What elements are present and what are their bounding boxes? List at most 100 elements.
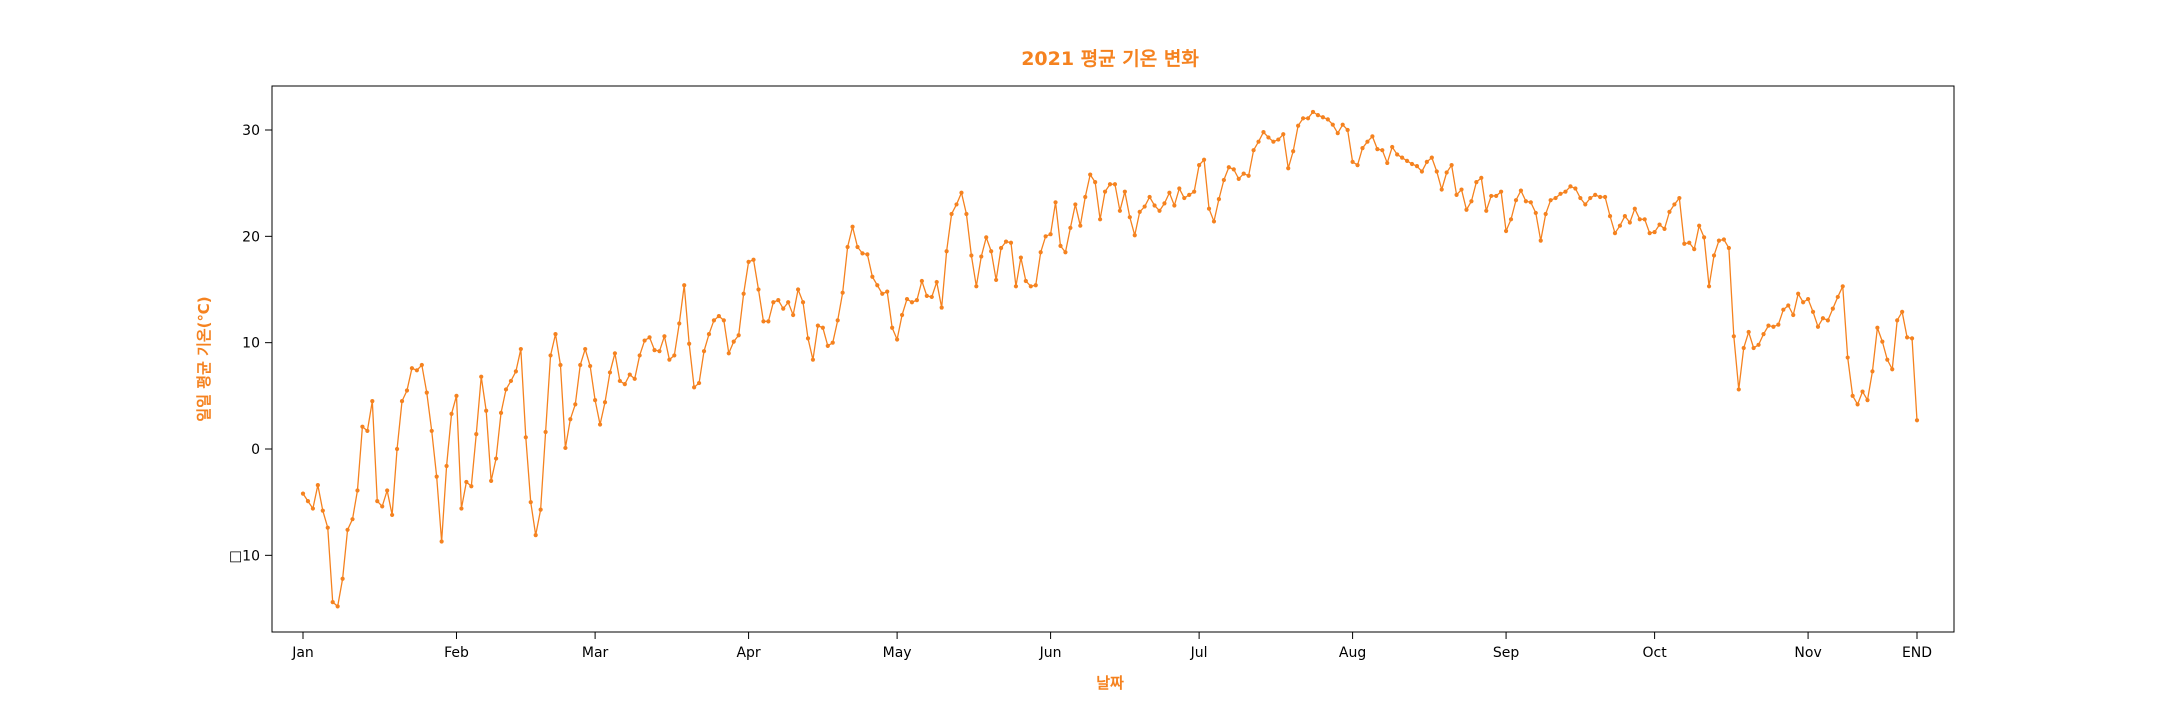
data-point <box>1355 162 1360 168</box>
data-point <box>647 335 652 340</box>
data-point <box>1296 123 1301 128</box>
data-point <box>706 332 712 337</box>
data-point <box>1434 169 1439 174</box>
data-point <box>1038 250 1043 255</box>
x-tick-label: Sep <box>1493 645 1520 661</box>
data-point <box>434 474 439 479</box>
data-point <box>1048 232 1053 237</box>
data-point <box>1152 203 1157 208</box>
data-point <box>1484 208 1489 213</box>
data-point <box>677 321 682 326</box>
data-point <box>1702 235 1707 240</box>
data-point <box>929 294 934 300</box>
data-point <box>1400 155 1405 160</box>
data-point <box>899 312 905 318</box>
data-point <box>1469 199 1474 204</box>
data-point <box>1122 189 1127 194</box>
data-point <box>840 290 845 295</box>
data-point <box>1583 202 1588 207</box>
data-point <box>1503 228 1509 234</box>
data-point <box>909 300 915 305</box>
data-point <box>1652 229 1657 235</box>
data-point <box>761 319 766 324</box>
data-point <box>345 527 350 532</box>
data-point <box>1602 194 1608 200</box>
data-point <box>1162 201 1167 206</box>
data-point <box>1706 284 1712 289</box>
data-point <box>1518 188 1524 193</box>
data-point <box>998 245 1004 251</box>
x-tick-label: Nov <box>1794 645 1821 661</box>
data-point <box>667 357 672 362</box>
data-point <box>954 202 959 207</box>
data-point <box>583 346 588 352</box>
data-point <box>1350 159 1355 164</box>
data-point <box>360 424 365 429</box>
data-point <box>632 376 637 381</box>
data-point <box>1132 233 1137 238</box>
data-point <box>1637 217 1642 222</box>
data-point <box>1439 187 1444 192</box>
data-point <box>469 484 474 489</box>
data-point <box>1840 284 1845 289</box>
data-point <box>558 362 563 368</box>
data-point <box>875 283 880 288</box>
data-point <box>1201 157 1207 162</box>
data-point <box>1909 336 1915 341</box>
data-point <box>1404 158 1410 163</box>
data-point <box>449 411 454 417</box>
data-point <box>1221 177 1226 183</box>
data-point <box>1875 325 1880 330</box>
data-point <box>1241 171 1246 176</box>
data-point <box>1533 210 1538 216</box>
data-point <box>657 349 662 354</box>
data-point <box>1008 240 1014 245</box>
data-point <box>1553 195 1558 201</box>
data-point <box>310 506 315 511</box>
data-point <box>1528 200 1533 205</box>
data-point <box>1622 214 1627 219</box>
data-point <box>1028 284 1033 289</box>
data-point <box>726 351 731 356</box>
data-point <box>1479 175 1484 180</box>
data-point <box>637 353 642 358</box>
y-axis: 30 20 10 0 □10 <box>229 123 272 564</box>
data-point <box>365 428 370 434</box>
data-point <box>850 224 855 229</box>
data-point <box>1325 117 1330 122</box>
data-point <box>1815 324 1821 329</box>
data-point <box>994 277 999 283</box>
data-point <box>459 506 464 511</box>
series-points <box>300 109 1920 609</box>
data-point <box>315 483 320 488</box>
data-point <box>1825 318 1830 323</box>
data-point <box>597 422 603 427</box>
data-point <box>751 257 756 262</box>
data-point <box>1766 323 1771 328</box>
data-point <box>1796 291 1801 296</box>
data-point <box>1820 316 1826 321</box>
x-tick-label: END <box>1902 645 1932 661</box>
data-point <box>1672 202 1677 207</box>
data-point <box>479 374 484 379</box>
data-point <box>1177 186 1182 191</box>
data-point <box>1716 238 1722 243</box>
y-tick-label: □10 <box>229 548 260 564</box>
data-point <box>489 478 494 483</box>
data-point <box>1266 135 1271 140</box>
data-point <box>1677 195 1682 201</box>
data-point <box>1726 245 1731 251</box>
data-point <box>548 353 553 358</box>
data-point <box>474 432 479 437</box>
data-point <box>984 235 989 240</box>
data-point <box>1360 145 1365 151</box>
data-point <box>860 251 865 256</box>
data-point <box>1563 189 1568 194</box>
data-point <box>1865 397 1870 403</box>
data-point <box>1627 220 1632 225</box>
x-tick-label: Jun <box>1039 645 1062 661</box>
data-point <box>573 402 578 407</box>
data-point <box>1187 192 1192 197</box>
data-point <box>1900 309 1905 314</box>
data-point <box>885 289 890 294</box>
